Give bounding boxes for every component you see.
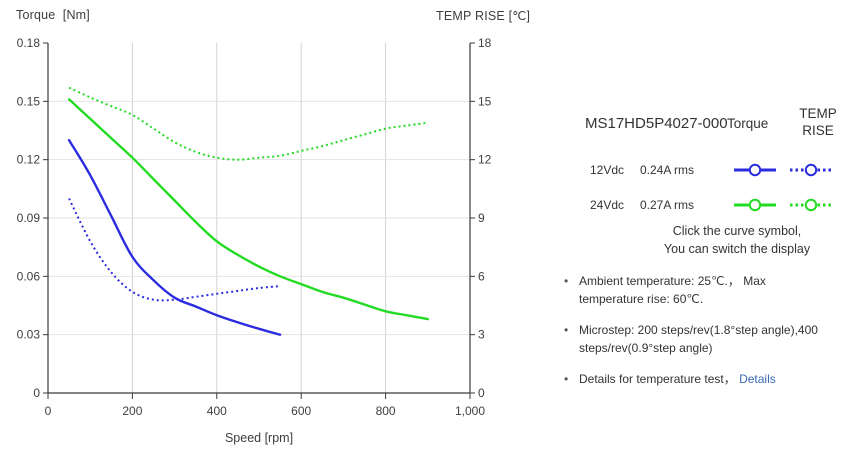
- note-ambient-line1: Ambient temperature: 25℃.， Max: [579, 274, 766, 288]
- tick-label: 800: [376, 404, 396, 418]
- temp-curve-symbol-24vdc[interactable]: [788, 197, 834, 213]
- legend-hint-line2: You can switch the display: [663, 241, 811, 256]
- curve-24vdc-temp-rise: [68, 86, 428, 161]
- note-microstep-line1: Microstep: 200 steps/rev(1.8°step angle)…: [579, 323, 818, 337]
- legend-hint-line1: Click the curve symbol,: [672, 224, 802, 238]
- legend-header-torque: Torque: [727, 116, 769, 131]
- legend-hint: Click the curve symbol, You can switch t…: [622, 223, 850, 258]
- temp-curve-symbol-12vdc[interactable]: [788, 162, 834, 178]
- tick-label: 0.09: [17, 211, 41, 225]
- tick-label: 0.03: [17, 328, 41, 342]
- tick-label: 200: [122, 404, 142, 418]
- note-microstep: Microstep: 200 steps/rev(1.8°step angle)…: [564, 321, 850, 357]
- legend-panel: MS17HD5P4027-000 Torque TEMP RISE 12Vdc …: [560, 0, 850, 455]
- tick-label: 12: [478, 153, 492, 167]
- notes-list: Ambient temperature: 25℃.， Max temperatu…: [564, 272, 850, 401]
- legend-row-24vdc-voltage: 24Vdc: [590, 198, 625, 212]
- tick-label: 15: [478, 94, 492, 108]
- tick-label: 6: [478, 269, 485, 283]
- tick-label: 1,000: [455, 404, 485, 418]
- right-axis-title: TEMP RISE [℃]: [436, 9, 531, 23]
- tick-label: 400: [207, 404, 227, 418]
- note-temperature-test: Details for temperature test， Details: [564, 370, 850, 388]
- tick-label: 18: [478, 36, 492, 50]
- tick-label: 0.12: [17, 153, 41, 167]
- tick-label: 600: [291, 404, 311, 418]
- details-link[interactable]: Details: [739, 372, 776, 386]
- tick-label: 9: [478, 211, 485, 225]
- note-microstep-line2: steps/rev(0.9°step angle): [579, 341, 713, 355]
- legend-header-temp-rise: TEMP RISE: [795, 105, 841, 139]
- tick-label: 0: [33, 386, 40, 400]
- torque-curve-symbol-24vdc[interactable]: [732, 197, 778, 213]
- torque-curve-symbol-12vdc[interactable]: [732, 162, 778, 178]
- tick-label: 0: [478, 386, 485, 400]
- curve-24vdc-torque: [67, 98, 429, 321]
- legend-header-temp-line2: RISE: [802, 123, 834, 138]
- legend-row-12vdc-voltage: 12Vdc: [590, 163, 625, 177]
- model-number: MS17HD5P4027-000: [585, 115, 728, 132]
- left-axis-title: Torque [Nm]: [16, 8, 90, 22]
- chart-area: Torque [Nm] TEMP RISE [℃] 0.18 0.15 0.12 0.…: [16, 8, 530, 445]
- curve-12vdc-torque: [67, 139, 282, 336]
- tick-label: 3: [478, 328, 485, 342]
- gridlines: [48, 43, 470, 393]
- legend-row-24vdc-current: 0.27A rms: [640, 198, 695, 212]
- tick-label: 0.06: [17, 269, 41, 283]
- curves: [67, 86, 429, 336]
- curve-12vdc-temp-rise: [68, 198, 281, 302]
- tick-label: 0.18: [17, 36, 41, 50]
- note-temperature-test-text: Details for temperature test，: [579, 372, 740, 386]
- x-axis-title: Speed [rpm]: [224, 431, 294, 445]
- legend-header-temp-line1: TEMP: [799, 106, 837, 121]
- note-ambient-line2: temperature rise: 60℃.: [579, 292, 704, 306]
- legend-row-12vdc-current: 0.24A rms: [640, 163, 695, 177]
- tick-label: 0.15: [17, 94, 41, 108]
- tick-label: 0: [45, 404, 52, 418]
- note-ambient-temperature: Ambient temperature: 25℃.， Max temperatu…: [564, 272, 850, 308]
